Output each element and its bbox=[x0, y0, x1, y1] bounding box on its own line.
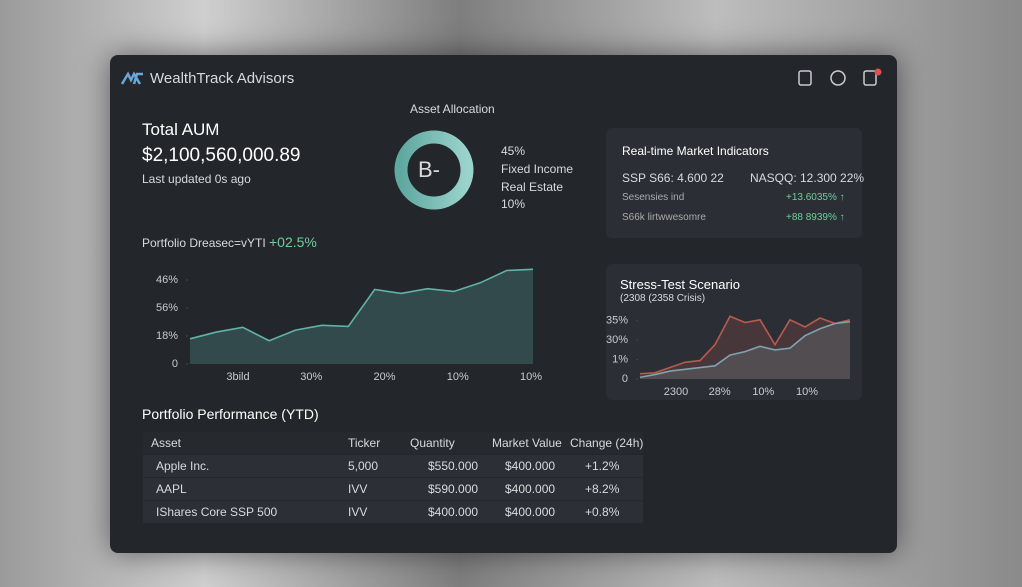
column-header: Market Value bbox=[492, 436, 562, 450]
x-tick-label: 10% bbox=[447, 371, 469, 383]
indicator: SSP S66: 4.600 22 bbox=[622, 171, 724, 185]
y-tick-label: 35% bbox=[606, 315, 628, 327]
x-tick-label: 2300 bbox=[664, 386, 688, 398]
table-header-row bbox=[143, 432, 643, 455]
indicators-title: Real-time Market Indicators bbox=[622, 144, 769, 158]
y-tick-label: 0 bbox=[172, 358, 178, 370]
table-cell: $400.000 bbox=[428, 505, 479, 519]
column-header: Asset bbox=[151, 436, 182, 450]
table-cell: $590.000 bbox=[428, 482, 479, 496]
y-tick-label: 46% bbox=[156, 274, 178, 286]
table-cell: IVV bbox=[348, 482, 368, 496]
column-header: Change (24h) bbox=[570, 436, 644, 450]
indicators-card bbox=[606, 128, 862, 238]
allocation-label: 10% bbox=[501, 197, 526, 211]
aum-updated: Last updated 0s ago bbox=[142, 172, 251, 186]
allocation-grade: B- bbox=[418, 157, 440, 182]
x-tick-label: 30% bbox=[300, 371, 322, 383]
aum-title: Total AUM bbox=[142, 120, 220, 139]
table-cell: 5,000 bbox=[348, 459, 379, 473]
table-cell: +0.8% bbox=[585, 505, 620, 519]
indicator: NASQQ: 12.300 22% bbox=[750, 171, 865, 185]
allocation-label: 45% bbox=[501, 144, 526, 158]
table-cell: +8.2% bbox=[585, 482, 620, 496]
column-header: Ticker bbox=[348, 436, 381, 450]
x-tick-label: 10% bbox=[752, 386, 774, 398]
line bbox=[639, 315, 851, 375]
notification-badge bbox=[874, 68, 882, 76]
allocation-label: Fixed Income bbox=[501, 162, 574, 176]
stress-card bbox=[606, 264, 862, 400]
performance-title: Portfolio Dreasec=vYTI bbox=[142, 236, 266, 250]
y-tick-label: 56% bbox=[156, 302, 178, 314]
indicator: +88 8939% ↑ bbox=[786, 212, 845, 223]
y-tick-label: 30% bbox=[606, 334, 628, 346]
area bbox=[190, 269, 533, 364]
table-row bbox=[143, 478, 643, 501]
allocation-title: Asset Allocation bbox=[410, 102, 495, 116]
table-cell: Apple Inc. bbox=[156, 459, 210, 473]
allocation-label: Real Estate bbox=[501, 180, 564, 194]
table-cell: IVV bbox=[348, 505, 368, 519]
table-cell: $400.000 bbox=[505, 505, 556, 519]
logo bbox=[120, 71, 143, 85]
table-cell: IShares Core SSP 500 bbox=[156, 505, 278, 519]
table-cell: AAPL bbox=[156, 482, 187, 496]
table-cell: $550.000 bbox=[428, 459, 479, 473]
icon-currency[interactable] bbox=[830, 70, 846, 86]
y-tick-label: 1% bbox=[612, 353, 628, 365]
allocation-donut bbox=[394, 130, 474, 210]
y-tick-label: 0 bbox=[622, 373, 628, 385]
indicator: +13.6035% ↑ bbox=[786, 192, 845, 203]
icon-upload[interactable] bbox=[798, 70, 812, 86]
table-row bbox=[143, 455, 643, 478]
indicator: Sesensies ind bbox=[622, 192, 685, 203]
line bbox=[639, 320, 851, 379]
performance-change: +02.5% bbox=[269, 234, 317, 250]
brand: WealthTrack Advisors bbox=[150, 70, 295, 87]
stress-title: Stress-Test Scenario bbox=[620, 277, 740, 292]
x-tick-label: 28% bbox=[709, 386, 731, 398]
table-cell: $400.000 bbox=[505, 482, 556, 496]
area bbox=[640, 316, 850, 379]
aum-value: $2,100,560,000.89 bbox=[142, 145, 301, 166]
table-cell: $400.000 bbox=[505, 459, 556, 473]
line bbox=[189, 268, 534, 342]
x-tick-label: 10% bbox=[796, 386, 818, 398]
area bbox=[640, 321, 850, 379]
table-row bbox=[143, 501, 643, 524]
x-tick-label: 10% bbox=[520, 371, 542, 383]
table-cell: +1.2% bbox=[585, 459, 620, 473]
x-tick-label: 20% bbox=[373, 371, 395, 383]
y-tick-label: 18% bbox=[156, 330, 178, 342]
icon-notifications[interactable] bbox=[863, 70, 877, 86]
indicator: S66k lirtwwesomre bbox=[622, 212, 706, 223]
stress-subtitle: (2308 (2358 Crisis) bbox=[620, 293, 706, 304]
column-header: Quantity bbox=[410, 436, 455, 450]
x-tick-label: 3bild bbox=[226, 371, 249, 383]
table-title: Portfolio Performance (YTD) bbox=[142, 406, 319, 422]
